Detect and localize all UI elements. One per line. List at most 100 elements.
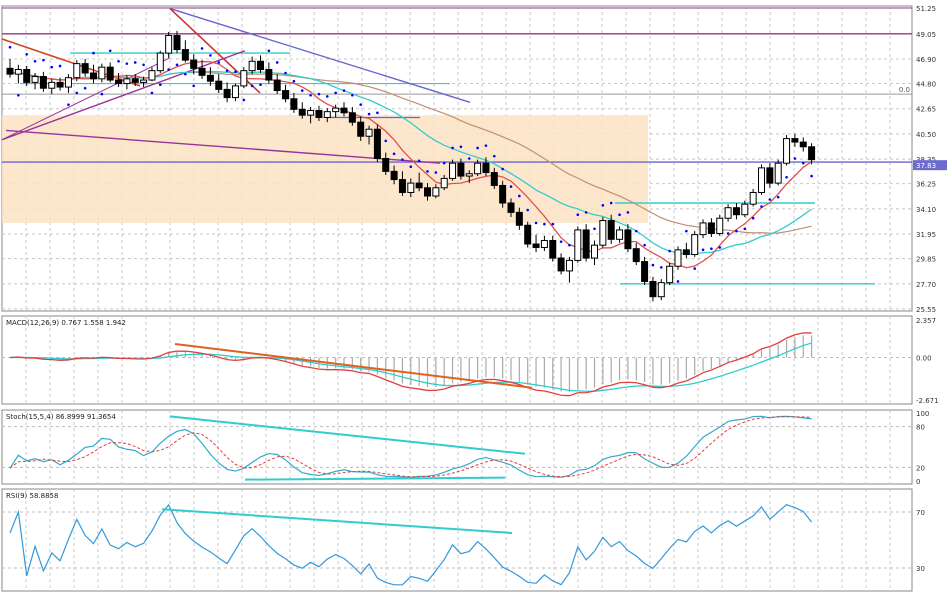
sar-dot	[392, 152, 396, 156]
candle-body	[215, 80, 223, 90]
candle-body	[115, 79, 123, 85]
macd-main-line	[9, 332, 812, 397]
candle-body	[774, 162, 782, 184]
candle-body	[515, 211, 523, 226]
macd-tick-label: 0.00	[916, 355, 932, 363]
sar-dot	[100, 92, 104, 96]
macd-tick-label: -2.671	[916, 397, 939, 405]
candle-body	[557, 257, 565, 272]
candle-body	[649, 280, 657, 298]
price-tick-label: 36.25	[916, 181, 936, 189]
price-tick-label: 44.80	[916, 81, 936, 89]
candle-body	[591, 244, 598, 259]
stoch-main-line	[9, 415, 812, 478]
price-tick-label: 51.25	[916, 5, 936, 13]
sar-dot	[776, 195, 780, 199]
candle-body	[165, 35, 173, 54]
sar-dot	[242, 98, 246, 102]
candle-body	[432, 187, 440, 197]
sar-dot	[351, 93, 354, 97]
candle-body	[14, 68, 22, 75]
candle-body	[808, 146, 816, 161]
sar-dot	[676, 280, 680, 283]
sar-dot	[401, 158, 404, 161]
sar-dot	[334, 91, 337, 95]
sar-dot	[17, 93, 20, 97]
candle-layer	[6, 30, 816, 302]
stoch-label: Stoch(15,5,4) 86.8999 91.3654	[6, 413, 116, 421]
sar-dot	[184, 72, 187, 76]
sar-dot	[651, 263, 655, 267]
sar-dot	[384, 139, 388, 143]
rsi-label: RSI(9) 58.8858	[6, 492, 58, 500]
sar-dot	[8, 45, 12, 49]
sar-dot	[568, 243, 571, 247]
candle-body	[758, 167, 765, 193]
sar-dot	[451, 146, 454, 150]
candle-body	[257, 60, 264, 70]
candle-body	[231, 85, 239, 99]
sar-dot	[726, 232, 730, 235]
sar-dot	[50, 65, 54, 69]
sar-dot	[25, 52, 29, 56]
sar-dot	[376, 111, 379, 115]
sar-dot	[117, 59, 120, 63]
trendline-up-purple	[1, 50, 246, 141]
sar-dot	[693, 267, 696, 270]
candle-body	[749, 191, 757, 205]
sar-dot	[685, 229, 688, 233]
sar-dot	[634, 229, 638, 233]
axis-layer: 51.25 49.05 46.90 44.80 42.65 40.50 38.35 36.25…	[6, 5, 947, 573]
candle-body	[424, 187, 431, 197]
candle-body	[724, 207, 732, 219]
sar-dot	[576, 213, 580, 217]
sar-dot	[493, 154, 496, 158]
sar-dot	[442, 161, 446, 165]
candle-body	[707, 222, 715, 234]
candle-body	[23, 68, 31, 83]
candle-body	[273, 79, 281, 92]
sar-dot	[476, 146, 479, 150]
candle-body	[482, 162, 490, 174]
sar-dot	[159, 83, 162, 87]
sar-dot	[284, 71, 287, 75]
candle-body	[90, 72, 97, 80]
sar-dot	[326, 95, 329, 98]
stoch-tick-label: 0	[916, 478, 920, 486]
sar-dot	[584, 211, 588, 214]
sar-dot	[75, 91, 79, 95]
candle-body	[98, 66, 106, 80]
candle-body	[131, 78, 139, 83]
sar-dot	[601, 204, 605, 207]
price-tick-label: 42.65	[916, 106, 936, 114]
candle-body	[106, 66, 114, 81]
candle-body	[407, 182, 415, 193]
candle-body	[415, 182, 423, 189]
macd-divergence-line	[174, 342, 533, 389]
sar-dot	[108, 49, 112, 53]
overlay-layer	[1, 7, 912, 285]
sar-dot	[434, 171, 438, 174]
sar-dot	[543, 222, 546, 226]
rsi-divergence-line	[161, 508, 513, 534]
sar-dot	[275, 61, 279, 64]
trendline-early-red	[1, 38, 141, 87]
sar-dot	[501, 167, 504, 171]
rsi-line	[9, 503, 813, 586]
sar-dot	[785, 175, 788, 179]
candle-body	[290, 98, 298, 110]
candle-body	[741, 203, 749, 216]
candle-body	[282, 90, 290, 100]
candle-body	[624, 229, 632, 250]
sar-dot	[42, 58, 45, 62]
sar-dot	[217, 61, 221, 64]
sar-dot	[250, 84, 254, 88]
sar-dot	[309, 93, 312, 97]
candle-body	[340, 107, 348, 114]
candle-body	[148, 70, 156, 81]
sar-dot	[167, 68, 170, 71]
sar-dot	[267, 49, 271, 53]
sar-dot	[67, 103, 70, 106]
